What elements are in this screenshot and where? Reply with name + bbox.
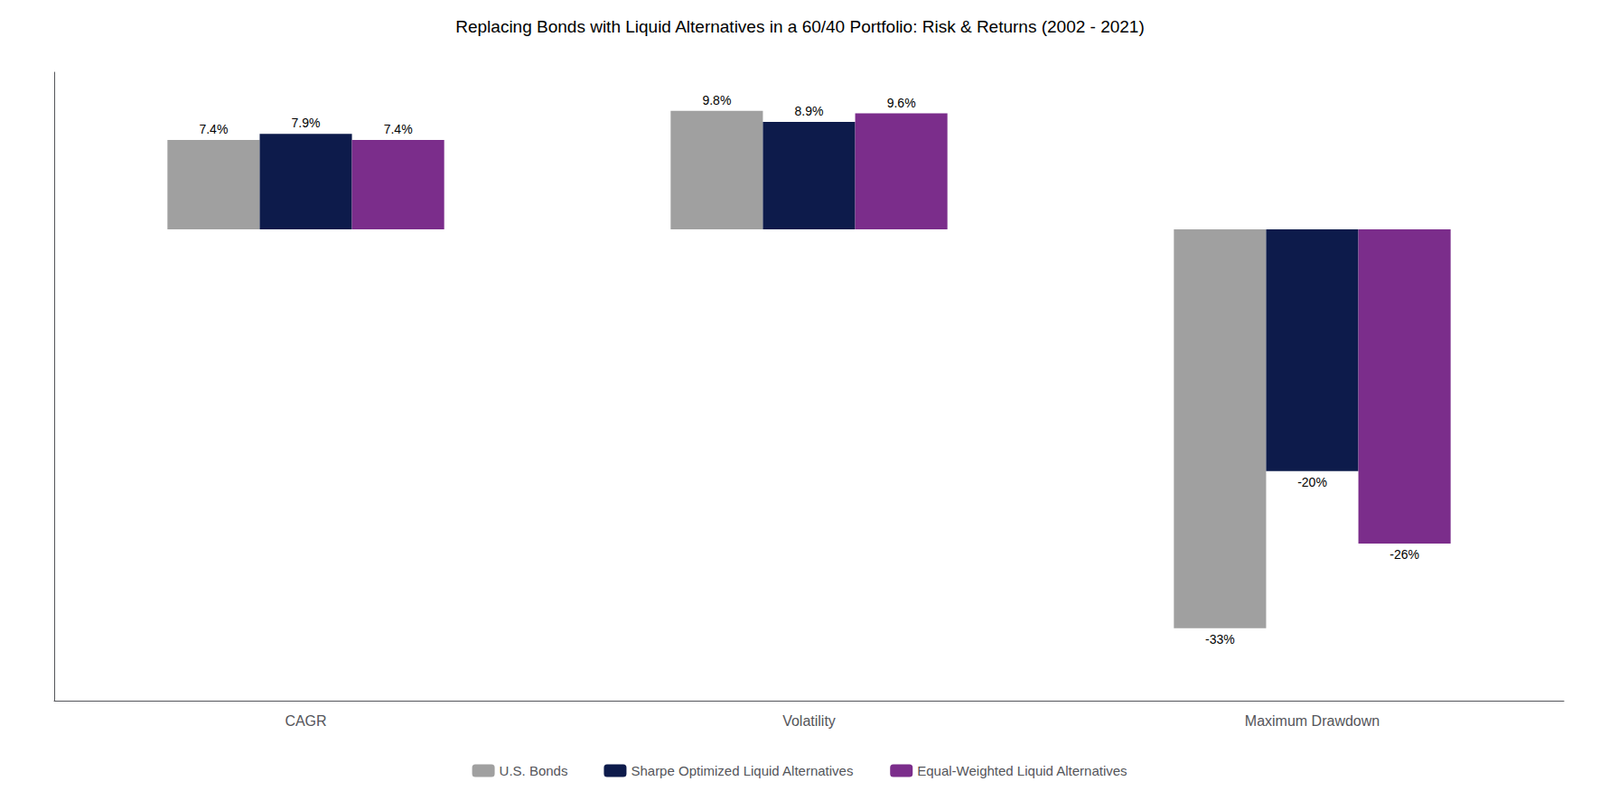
svg-text:Equal-Weighted Liquid Alternat: Equal-Weighted Liquid Alternatives	[916, 763, 1127, 779]
svg-text:7.4%: 7.4%	[198, 121, 228, 137]
svg-text:7.9%: 7.9%	[291, 115, 321, 131]
svg-text:9.6%: 9.6%	[887, 95, 917, 111]
svg-text:8.9%: 8.9%	[795, 103, 824, 119]
svg-text:9.8%: 9.8%	[701, 93, 731, 108]
svg-text:Sharpe Optimized Liquid Altern: Sharpe Optimized Liquid Alternatives	[630, 763, 853, 779]
svg-text:U.S. Bonds: U.S. Bonds	[499, 763, 569, 779]
svg-text:CAGR: CAGR	[284, 713, 327, 730]
svg-text:-20%: -20%	[1297, 475, 1328, 490]
svg-text:Maximum Drawdown: Maximum Drawdown	[1244, 713, 1380, 730]
svg-text:7.4%: 7.4%	[383, 121, 413, 137]
svg-text:-26%: -26%	[1389, 547, 1420, 562]
svg-text:Volatility: Volatility	[782, 713, 836, 730]
svg-text:Replacing Bonds with Liquid Al: Replacing Bonds with Liquid Alternatives…	[455, 17, 1145, 37]
svg-text:-33%: -33%	[1205, 632, 1236, 647]
